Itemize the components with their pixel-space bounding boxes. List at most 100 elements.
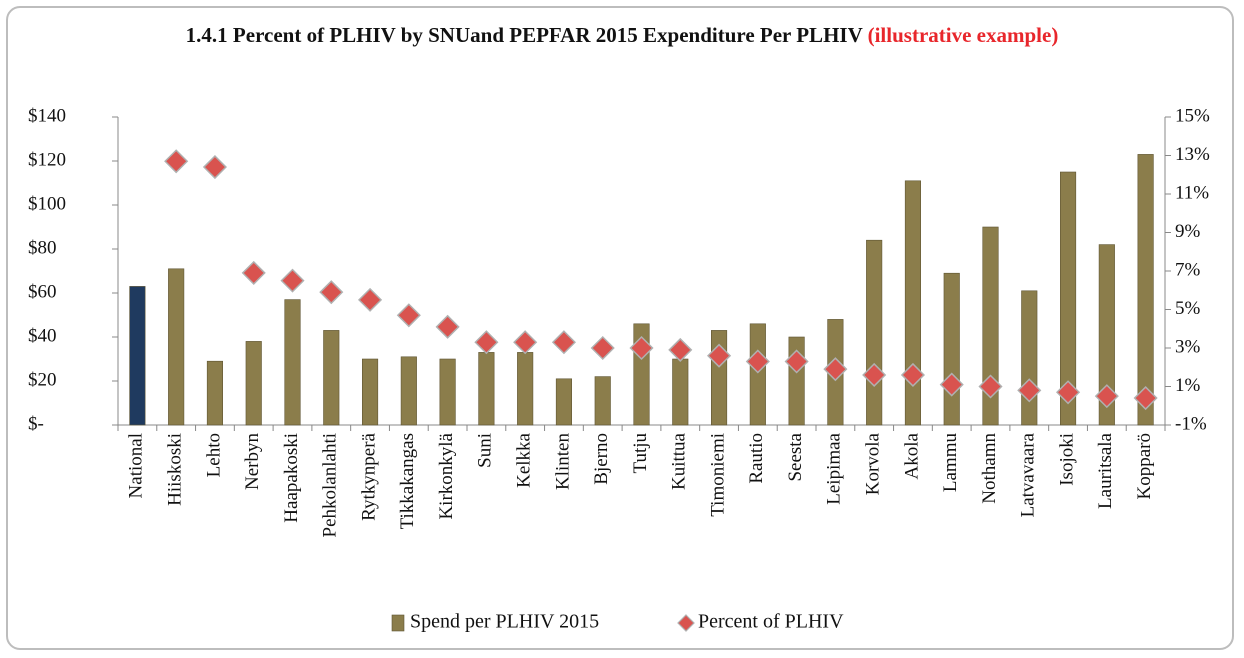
chart-frame	[6, 6, 1234, 650]
diamond-marker	[1055, 380, 1081, 405]
bar	[555, 378, 573, 426]
x-tick-label: Kuittua	[669, 432, 690, 490]
x-tick-label: Lauritsala	[1095, 432, 1116, 509]
x-tick-label: Lammu	[940, 433, 961, 493]
y-tick-label: $60	[28, 281, 57, 302]
x-tick-label: Rytkynperä	[358, 432, 379, 520]
bar	[284, 299, 301, 426]
diamond-marker	[164, 149, 189, 174]
x-tick-label: National	[126, 433, 147, 498]
chart-title: 1.4.1 Percent of PLHIV by SNUand PEPFAR …	[185, 23, 863, 47]
bar	[245, 341, 262, 426]
legend-label: Percent of PLHIV	[698, 611, 844, 633]
diamond-marker	[590, 335, 615, 361]
x-tick-label: Akola	[901, 432, 922, 479]
diamond-marker	[202, 154, 228, 180]
y2-tick-label: 7%	[1175, 259, 1201, 280]
diamond-marker	[513, 330, 538, 355]
diamond-marker	[1094, 384, 1119, 409]
x-tick-label: Latvavaara	[1018, 432, 1039, 517]
bar	[943, 272, 960, 426]
x-tick-label: Seesta	[785, 432, 806, 481]
bar	[1021, 290, 1038, 426]
bar	[439, 358, 456, 426]
y2-tick-label: 3%	[1175, 336, 1201, 357]
y-tick-label: $100	[28, 193, 66, 214]
bar	[206, 360, 223, 426]
bar	[323, 330, 340, 426]
bar	[672, 358, 689, 426]
y-tick-label: $20	[28, 369, 57, 390]
diamond-marker	[1133, 385, 1158, 411]
x-tick-label: Leipimaa	[824, 432, 845, 504]
x-tick-label: Klinten	[552, 433, 573, 490]
x-tick-label: Tikkakangas	[397, 433, 418, 529]
x-tick-label: Kopparö	[1134, 433, 1155, 499]
bar	[594, 376, 611, 426]
diamond-marker	[900, 362, 926, 388]
diamond-marker	[435, 314, 460, 339]
x-tick-label: Timoniemi	[707, 433, 728, 517]
y-tick-label: $140	[28, 105, 66, 126]
x-tick-label: Isojoki	[1056, 433, 1077, 486]
x-tick-label: Suni	[475, 433, 496, 468]
diamond-marker	[745, 349, 770, 374]
y2-tick-label: 15%	[1175, 105, 1210, 126]
bar	[478, 352, 495, 426]
y2-tick-label: 13%	[1175, 144, 1210, 165]
x-tick-label: Kelkka	[514, 432, 535, 487]
bar	[866, 239, 883, 426]
y2-tick-label: 5%	[1175, 298, 1201, 319]
diamond-marker	[629, 335, 654, 361]
diamond-marker	[978, 374, 1003, 399]
bar	[982, 226, 999, 426]
y2-tick-label: 1%	[1175, 375, 1201, 396]
bar	[1060, 171, 1077, 426]
diamond-marker	[396, 303, 421, 328]
bar	[361, 358, 379, 426]
diamond-marker	[706, 343, 732, 368]
bar	[129, 286, 146, 426]
x-tick-label: Nerbyn	[242, 433, 263, 490]
diamond-marker	[784, 349, 809, 374]
x-tick-label: Haapakoski	[281, 433, 302, 523]
diamond-marker	[668, 337, 693, 362]
y-tick-label: $-	[28, 413, 44, 434]
bar	[400, 356, 417, 426]
chart-title-note: (illustrative example)	[867, 23, 1059, 47]
chart-title-block: 1.4.1 Percent of PLHIV by SNUand PEPFAR …	[0, 22, 1244, 48]
bar	[517, 352, 534, 426]
x-tick-label: Korvola	[863, 432, 884, 495]
y2-tick-label: -1%	[1175, 413, 1207, 434]
x-tick-label: Hiiskoski	[165, 433, 186, 506]
diamond-marker	[241, 260, 266, 285]
bar	[904, 180, 922, 426]
y-tick-label: $40	[28, 325, 57, 346]
x-tick-label: Tutju	[630, 433, 651, 474]
y2-tick-label: 9%	[1175, 221, 1201, 242]
x-tick-label: Bjerno	[591, 433, 612, 485]
diamond-marker	[551, 330, 577, 355]
bar	[1098, 244, 1115, 426]
diamond-marker	[474, 330, 499, 355]
x-tick-label: Kirkonkylä	[436, 432, 457, 519]
x-tick-label: Pehkolanlahti	[320, 433, 341, 537]
x-tick-label: Rautio	[746, 433, 767, 484]
diamond-marker	[280, 268, 305, 293]
x-tick-label: Lehto	[203, 433, 224, 477]
diamond-marker	[319, 280, 344, 305]
legend-label: Spend per PLHIV 2015	[410, 611, 599, 633]
x-tick-label: Nothamn	[979, 433, 1000, 504]
diamond-marker	[939, 372, 964, 397]
y-tick-label: $80	[28, 237, 57, 258]
legend-swatch	[391, 614, 405, 632]
legend-swatch	[677, 614, 695, 632]
bar	[749, 323, 766, 426]
diamond-marker	[862, 362, 887, 388]
diamond-marker	[357, 287, 383, 312]
y2-tick-label: 11%	[1175, 182, 1209, 203]
diamond-marker	[823, 357, 848, 382]
y-tick-label: $120	[28, 149, 66, 170]
